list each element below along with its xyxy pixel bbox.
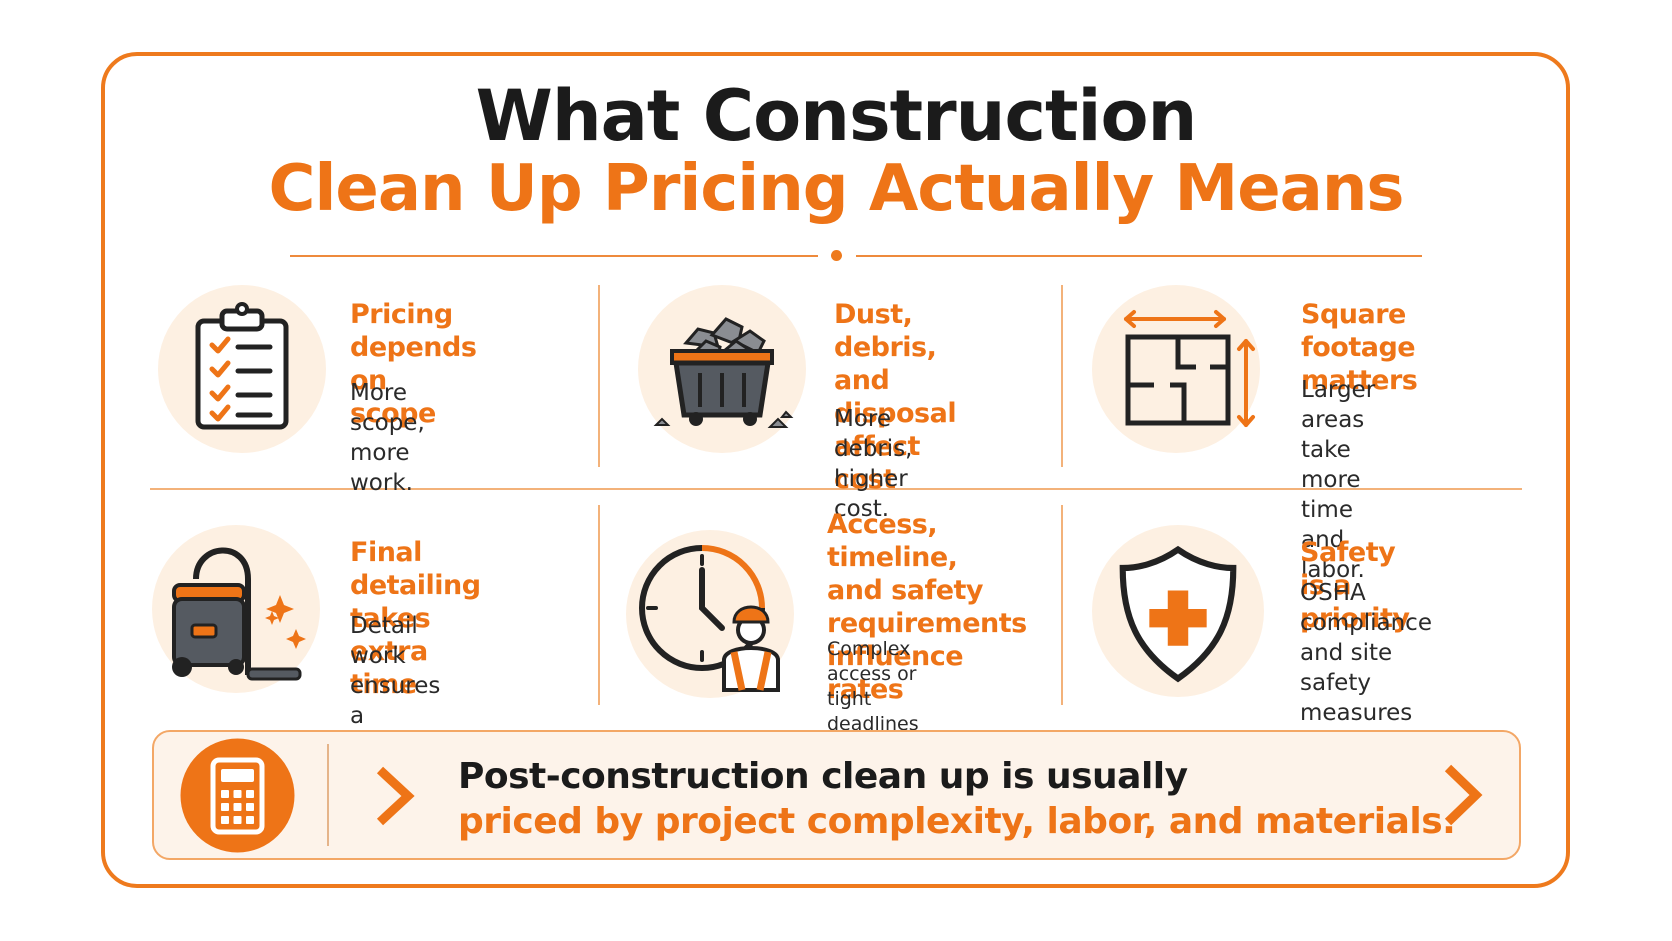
chevron-right-icon: [372, 764, 418, 828]
item-title: Square footage matters: [1301, 299, 1418, 396]
row-divider: [150, 488, 1522, 490]
item-title: Dust, debris, and disposal affect cost: [834, 299, 957, 495]
floor-plan-icon: [1092, 285, 1260, 453]
title-line-2: Clean Up Pricing Actually Means: [268, 152, 1405, 226]
item-title: Safety is a priority: [1300, 537, 1410, 634]
safety-shield-icon: [1092, 525, 1264, 697]
chevron-right-icon: [1440, 762, 1486, 828]
item-title: Final detailing takes extra time: [350, 537, 481, 700]
banner-divider: [327, 744, 329, 846]
item-description: More debris, higher cost.: [834, 406, 913, 522]
vacuum-cleaner-icon: [152, 525, 320, 693]
column-divider: [1061, 285, 1063, 467]
title-divider-right: [856, 255, 1422, 257]
item-description: More scope, more work.: [350, 380, 425, 496]
column-divider: [598, 505, 600, 705]
summary-banner: [152, 730, 1521, 860]
summary-line-1: Post-construction clean up is usually: [458, 756, 1188, 797]
title-line-1: What Construction: [475, 75, 1198, 157]
item-description: Larger areas take more time and labor.: [1301, 377, 1376, 583]
debris-dumpster-icon: [638, 285, 806, 453]
title-divider-dot: [831, 250, 842, 261]
item-title: Pricing depends on scope: [350, 299, 477, 429]
summary-line-2: priced by project complexity, labor, and…: [458, 801, 1456, 842]
clock-worker-icon: [626, 530, 794, 698]
column-divider: [598, 285, 600, 467]
calculator-icon: [180, 738, 295, 853]
title-divider-left: [290, 255, 818, 257]
clipboard-checklist-icon: [158, 285, 326, 453]
column-divider: [1061, 505, 1063, 705]
item-title: Access, timeline, and safety requirement…: [827, 509, 1027, 705]
